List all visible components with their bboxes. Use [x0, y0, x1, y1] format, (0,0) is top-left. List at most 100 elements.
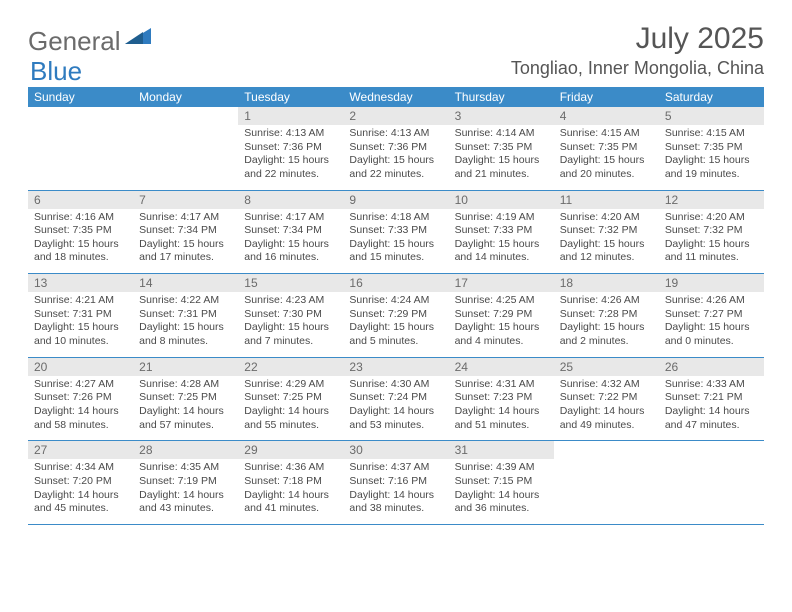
day-number: 29: [238, 441, 343, 459]
day-body: Sunrise: 4:35 AMSunset: 7:19 PMDaylight:…: [133, 459, 238, 516]
day-number: 24: [449, 358, 554, 376]
day-body: Sunrise: 4:30 AMSunset: 7:24 PMDaylight:…: [343, 376, 448, 433]
day-number: 12: [659, 191, 764, 209]
day-number: 20: [28, 358, 133, 376]
day-body: Sunrise: 4:26 AMSunset: 7:27 PMDaylight:…: [659, 292, 764, 349]
day-body: Sunrise: 4:34 AMSunset: 7:20 PMDaylight:…: [28, 459, 133, 516]
day-body: Sunrise: 4:14 AMSunset: 7:35 PMDaylight:…: [449, 125, 554, 182]
day-number: 10: [449, 191, 554, 209]
location-subtitle: Tongliao, Inner Mongolia, China: [511, 58, 764, 79]
dow-cell: Friday: [554, 87, 659, 107]
day-number: 3: [449, 107, 554, 125]
day-cell: 13Sunrise: 4:21 AMSunset: 7:31 PMDayligh…: [28, 274, 133, 357]
day-body: Sunrise: 4:31 AMSunset: 7:23 PMDaylight:…: [449, 376, 554, 433]
day-cell: [133, 107, 238, 190]
day-number: 30: [343, 441, 448, 459]
day-body: Sunrise: 4:16 AMSunset: 7:35 PMDaylight:…: [28, 209, 133, 266]
day-cell: 29Sunrise: 4:36 AMSunset: 7:18 PMDayligh…: [238, 441, 343, 524]
day-cell: 20Sunrise: 4:27 AMSunset: 7:26 PMDayligh…: [28, 358, 133, 441]
day-body: Sunrise: 4:36 AMSunset: 7:18 PMDaylight:…: [238, 459, 343, 516]
header: General July 2025 Tongliao, Inner Mongol…: [28, 22, 764, 79]
day-cell: 4Sunrise: 4:15 AMSunset: 7:35 PMDaylight…: [554, 107, 659, 190]
day-number: 14: [133, 274, 238, 292]
day-number: 11: [554, 191, 659, 209]
day-body: Sunrise: 4:27 AMSunset: 7:26 PMDaylight:…: [28, 376, 133, 433]
month-title: July 2025: [511, 22, 764, 56]
day-number: 27: [28, 441, 133, 459]
day-body: Sunrise: 4:21 AMSunset: 7:31 PMDaylight:…: [28, 292, 133, 349]
day-number: 4: [554, 107, 659, 125]
day-cell: [659, 441, 764, 524]
day-cell: 11Sunrise: 4:20 AMSunset: 7:32 PMDayligh…: [554, 191, 659, 274]
day-number: 2: [343, 107, 448, 125]
day-body: Sunrise: 4:19 AMSunset: 7:33 PMDaylight:…: [449, 209, 554, 266]
day-cell: 5Sunrise: 4:15 AMSunset: 7:35 PMDaylight…: [659, 107, 764, 190]
day-number: 17: [449, 274, 554, 292]
day-body: Sunrise: 4:23 AMSunset: 7:30 PMDaylight:…: [238, 292, 343, 349]
logo: General: [28, 26, 153, 57]
day-number: 28: [133, 441, 238, 459]
logo-triangle-icon: [125, 26, 151, 49]
day-number: 1: [238, 107, 343, 125]
day-number: 19: [659, 274, 764, 292]
day-cell: 26Sunrise: 4:33 AMSunset: 7:21 PMDayligh…: [659, 358, 764, 441]
day-cell: [28, 107, 133, 190]
weeks-container: 1Sunrise: 4:13 AMSunset: 7:36 PMDaylight…: [28, 107, 764, 525]
day-cell: 14Sunrise: 4:22 AMSunset: 7:31 PMDayligh…: [133, 274, 238, 357]
day-number: 5: [659, 107, 764, 125]
logo-text-general: General: [28, 26, 121, 57]
day-number: 23: [343, 358, 448, 376]
dow-cell: Monday: [133, 87, 238, 107]
day-cell: 30Sunrise: 4:37 AMSunset: 7:16 PMDayligh…: [343, 441, 448, 524]
dow-cell: Saturday: [659, 87, 764, 107]
day-cell: 7Sunrise: 4:17 AMSunset: 7:34 PMDaylight…: [133, 191, 238, 274]
day-number: 26: [659, 358, 764, 376]
day-number: 8: [238, 191, 343, 209]
day-body: Sunrise: 4:28 AMSunset: 7:25 PMDaylight:…: [133, 376, 238, 433]
day-cell: 8Sunrise: 4:17 AMSunset: 7:34 PMDaylight…: [238, 191, 343, 274]
day-body: Sunrise: 4:29 AMSunset: 7:25 PMDaylight:…: [238, 376, 343, 433]
day-body: Sunrise: 4:24 AMSunset: 7:29 PMDaylight:…: [343, 292, 448, 349]
day-cell: 23Sunrise: 4:30 AMSunset: 7:24 PMDayligh…: [343, 358, 448, 441]
dow-cell: Wednesday: [343, 87, 448, 107]
day-body: Sunrise: 4:20 AMSunset: 7:32 PMDaylight:…: [554, 209, 659, 266]
day-number: 25: [554, 358, 659, 376]
day-body: Sunrise: 4:17 AMSunset: 7:34 PMDaylight:…: [133, 209, 238, 266]
day-number: 9: [343, 191, 448, 209]
day-of-week-header: SundayMondayTuesdayWednesdayThursdayFrid…: [28, 87, 764, 107]
week-row: 27Sunrise: 4:34 AMSunset: 7:20 PMDayligh…: [28, 441, 764, 525]
day-body: Sunrise: 4:33 AMSunset: 7:21 PMDaylight:…: [659, 376, 764, 433]
day-number: 18: [554, 274, 659, 292]
day-cell: 18Sunrise: 4:26 AMSunset: 7:28 PMDayligh…: [554, 274, 659, 357]
day-body: Sunrise: 4:22 AMSunset: 7:31 PMDaylight:…: [133, 292, 238, 349]
day-cell: 3Sunrise: 4:14 AMSunset: 7:35 PMDaylight…: [449, 107, 554, 190]
day-cell: 25Sunrise: 4:32 AMSunset: 7:22 PMDayligh…: [554, 358, 659, 441]
day-cell: 21Sunrise: 4:28 AMSunset: 7:25 PMDayligh…: [133, 358, 238, 441]
day-body: Sunrise: 4:25 AMSunset: 7:29 PMDaylight:…: [449, 292, 554, 349]
dow-cell: Thursday: [449, 87, 554, 107]
day-cell: 6Sunrise: 4:16 AMSunset: 7:35 PMDaylight…: [28, 191, 133, 274]
day-cell: 15Sunrise: 4:23 AMSunset: 7:30 PMDayligh…: [238, 274, 343, 357]
day-body: Sunrise: 4:32 AMSunset: 7:22 PMDaylight:…: [554, 376, 659, 433]
day-number: 31: [449, 441, 554, 459]
week-row: 6Sunrise: 4:16 AMSunset: 7:35 PMDaylight…: [28, 191, 764, 275]
day-body: Sunrise: 4:18 AMSunset: 7:33 PMDaylight:…: [343, 209, 448, 266]
day-number: 16: [343, 274, 448, 292]
day-cell: 9Sunrise: 4:18 AMSunset: 7:33 PMDaylight…: [343, 191, 448, 274]
week-row: 1Sunrise: 4:13 AMSunset: 7:36 PMDaylight…: [28, 107, 764, 191]
day-cell: 10Sunrise: 4:19 AMSunset: 7:33 PMDayligh…: [449, 191, 554, 274]
day-cell: 2Sunrise: 4:13 AMSunset: 7:36 PMDaylight…: [343, 107, 448, 190]
day-cell: 31Sunrise: 4:39 AMSunset: 7:15 PMDayligh…: [449, 441, 554, 524]
day-cell: 1Sunrise: 4:13 AMSunset: 7:36 PMDaylight…: [238, 107, 343, 190]
day-body: Sunrise: 4:26 AMSunset: 7:28 PMDaylight:…: [554, 292, 659, 349]
day-body: Sunrise: 4:13 AMSunset: 7:36 PMDaylight:…: [238, 125, 343, 182]
day-cell: 22Sunrise: 4:29 AMSunset: 7:25 PMDayligh…: [238, 358, 343, 441]
week-row: 20Sunrise: 4:27 AMSunset: 7:26 PMDayligh…: [28, 358, 764, 442]
day-cell: 19Sunrise: 4:26 AMSunset: 7:27 PMDayligh…: [659, 274, 764, 357]
week-row: 13Sunrise: 4:21 AMSunset: 7:31 PMDayligh…: [28, 274, 764, 358]
day-number: 21: [133, 358, 238, 376]
day-cell: 24Sunrise: 4:31 AMSunset: 7:23 PMDayligh…: [449, 358, 554, 441]
day-cell: 27Sunrise: 4:34 AMSunset: 7:20 PMDayligh…: [28, 441, 133, 524]
logo-text-blue: Blue: [30, 56, 82, 86]
calendar: SundayMondayTuesdayWednesdayThursdayFrid…: [28, 87, 764, 525]
